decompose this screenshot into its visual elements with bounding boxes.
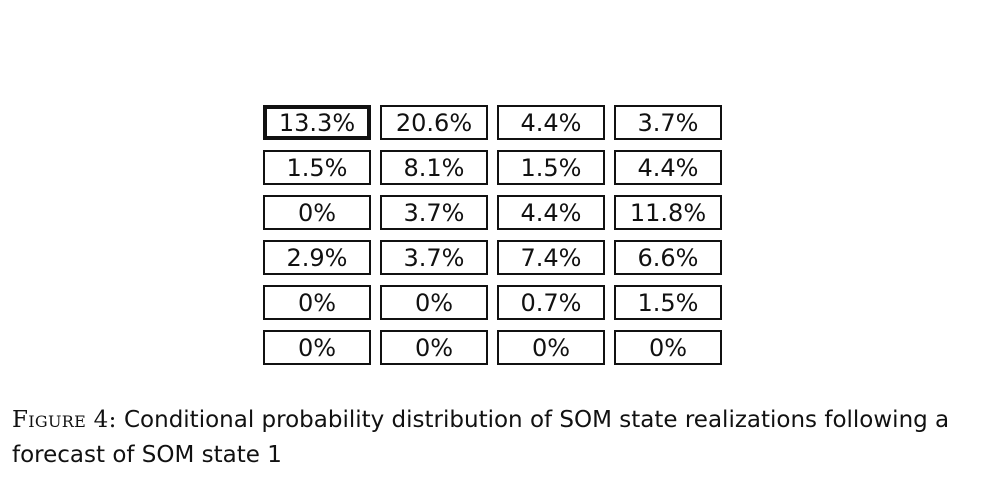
som-cell-r1-c1: 13.3%: [263, 105, 371, 140]
som-cell-r3-c3: 4.4%: [497, 195, 605, 230]
som-cell-r4-c2: 3.7%: [380, 240, 488, 275]
som-cell-r5-c4: 1.5%: [614, 285, 722, 320]
som-probability-grid: 13.3% 20.6% 4.4% 3.7% 1.5% 8.1% 1.5% 4.4…: [263, 105, 722, 365]
som-cell-r6-c3: 0%: [497, 330, 605, 365]
som-cell-r6-c4: 0%: [614, 330, 722, 365]
som-cell-r4-c1: 2.9%: [263, 240, 371, 275]
figure-label: Figure 4:: [12, 407, 117, 433]
som-cell-r5-c2: 0%: [380, 285, 488, 320]
som-cell-r3-c1: 0%: [263, 195, 371, 230]
som-cell-r2-c2: 8.1%: [380, 150, 488, 185]
figure-caption-text: Conditional probability distribution of …: [12, 407, 950, 468]
som-cell-r6-c2: 0%: [380, 330, 488, 365]
som-cell-r1-c4: 3.7%: [614, 105, 722, 140]
som-cell-r1-c3: 4.4%: [497, 105, 605, 140]
som-cell-r2-c3: 1.5%: [497, 150, 605, 185]
som-cell-r5-c3: 0.7%: [497, 285, 605, 320]
figure-caption: Figure 4: Conditional probability distri…: [12, 403, 977, 473]
som-cell-r1-c2: 20.6%: [380, 105, 488, 140]
som-cell-r4-c4: 6.6%: [614, 240, 722, 275]
som-cell-r2-c4: 4.4%: [614, 150, 722, 185]
som-cell-r2-c1: 1.5%: [263, 150, 371, 185]
som-cell-r6-c1: 0%: [263, 330, 371, 365]
som-cell-r3-c2: 3.7%: [380, 195, 488, 230]
som-cell-r5-c1: 0%: [263, 285, 371, 320]
som-cell-r4-c3: 7.4%: [497, 240, 605, 275]
som-cell-r3-c4: 11.8%: [614, 195, 722, 230]
